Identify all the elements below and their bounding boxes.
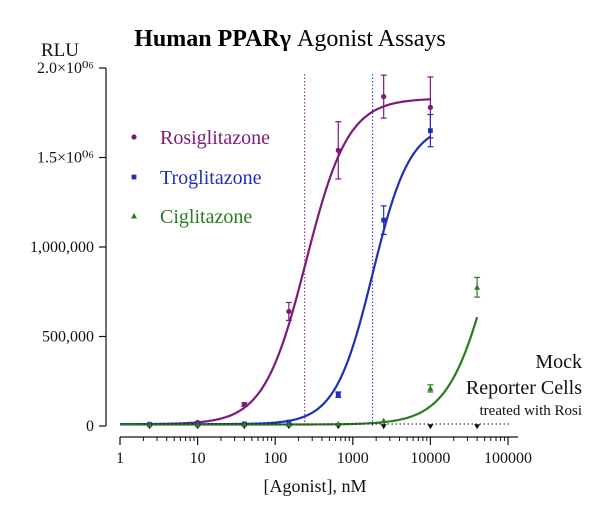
data-point-troglitazone [335, 392, 341, 398]
legend-marker-troglitazone [131, 174, 137, 180]
data-point-troglitazone [428, 128, 433, 134]
data-points [146, 74, 481, 428]
legend-label-rosiglitazone: Rosiglitazone [160, 127, 270, 149]
chart-title-bold: Human PPARγ [134, 26, 291, 52]
data-point-ciglitazone [427, 385, 434, 391]
x-tick-label: 10 [190, 450, 206, 467]
y-tick-label: 0 [86, 418, 94, 435]
data-point-ciglitazone [241, 421, 248, 427]
x-axis-title: [Agonist], nM [264, 476, 367, 496]
mock-annotation-line2: Reporter Cells [466, 377, 582, 399]
fit-curve-ciglitazone [120, 316, 479, 426]
axes: 0 500,000 1,000,000 1.5×10⁰⁶ 2.0×10⁰⁶ 1 10 100 1… [30, 60, 532, 467]
chart-title: Human PPARγ Agonist Assays [134, 26, 445, 52]
data-point-ciglitazone [335, 420, 342, 427]
legend-marker-rosiglitazone [131, 134, 137, 140]
legend-label-troglitazone: Troglitazone [160, 167, 262, 189]
x-tick-label: 10000 [410, 450, 450, 467]
data-point-rosiglitazone [427, 104, 433, 110]
mock-annotation: Mock Reporter Cells treated with Rosi [466, 351, 582, 419]
y-axis-title: RLU [41, 40, 79, 61]
mock-annotation-line3: treated with Rosi [480, 403, 582, 419]
x-tick-label: 100 [263, 450, 287, 467]
mock-point [380, 424, 387, 430]
data-point-rosiglitazone [286, 308, 292, 315]
y-tick-label: 1,000,000 [30, 239, 94, 256]
ec50-lines [304, 74, 374, 426]
data-point-ciglitazone [146, 421, 153, 428]
data-point-ciglitazone [285, 421, 292, 427]
x-tick-label: 1000 [337, 450, 369, 467]
legend-label-ciglitazone: Ciglitazone [160, 206, 252, 228]
data-point-ciglitazone [194, 421, 201, 428]
mock-annotation-line1: Mock [535, 351, 582, 373]
y-tick-label: 2.0×10⁰⁶ [37, 60, 94, 77]
x-tick-label: 100000 [484, 450, 532, 467]
mock-point [474, 424, 481, 430]
data-point-ciglitazone [380, 417, 387, 424]
x-tick-label: 1 [116, 450, 124, 467]
data-point-rosiglitazone [241, 401, 247, 408]
y-tick-label: 500,000 [42, 329, 94, 346]
data-point-troglitazone [381, 217, 387, 223]
data-point-rosiglitazone [335, 147, 341, 153]
legend-marker-ciglitazone [131, 213, 137, 219]
data-point-ciglitazone [474, 284, 481, 290]
data-point-rosiglitazone [381, 94, 387, 100]
chart-title-rest: Agonist Assays [291, 26, 446, 52]
legend: Rosiglitazone Troglitazone Ciglitazone [131, 127, 270, 228]
mock-point [427, 424, 434, 430]
y-tick-label: 1.5×10⁰⁶ [37, 150, 94, 167]
